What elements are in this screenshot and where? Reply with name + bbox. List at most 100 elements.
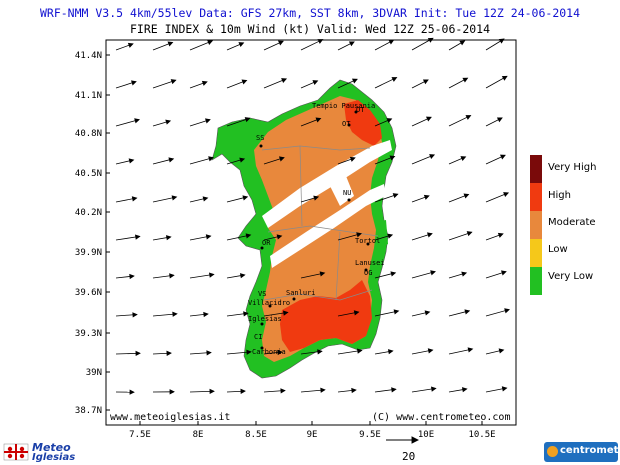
- legend-swatch: [530, 211, 542, 239]
- city-label: VS: [258, 290, 266, 298]
- wind-arrow: [374, 193, 399, 203]
- city-label: OG: [364, 269, 372, 277]
- city-label: Tortol: [355, 237, 380, 245]
- footer-left-url: www.meteoiglesias.it: [110, 412, 231, 423]
- latitude-label: 40.5N: [75, 169, 102, 179]
- wind-arrow: [189, 272, 215, 279]
- latitude-label: 40.2N: [75, 208, 102, 218]
- wind-arrow: [263, 156, 285, 165]
- city-label: CI: [254, 333, 262, 341]
- wind-arrow: [485, 117, 503, 127]
- wind-arrow: [411, 37, 434, 51]
- wind-arrow: [226, 42, 245, 51]
- wind-arrow: [115, 312, 138, 318]
- latitude-label: 39N: [86, 368, 102, 378]
- city-label: Sanluri: [286, 289, 316, 297]
- latitude-label: 39.3N: [75, 329, 102, 339]
- longitude-label: 7.5E: [129, 430, 151, 440]
- wind-arrow: [337, 156, 356, 165]
- wind-arrow: [189, 311, 209, 318]
- wind-arrow: [226, 273, 246, 279]
- wind-arrow: [189, 350, 212, 356]
- wind-arrow: [226, 195, 249, 203]
- longitude-label: 9E: [307, 430, 318, 440]
- province-boundaries: [261, 145, 379, 301]
- city-label: Villacidro: [248, 299, 290, 307]
- wind-arrow: [263, 234, 283, 241]
- wind-arrow: [411, 116, 432, 127]
- latitude-labels: 41.4N 41.1N 40.8N 40.5N 40.2N 39.9N 39.6N 39.3N…: [75, 51, 110, 416]
- legend-label: Low: [548, 244, 568, 255]
- longitude-label: 10E: [418, 430, 434, 440]
- wind-arrow: [300, 80, 319, 89]
- wind-arrow: [226, 157, 246, 165]
- wind-arrow: [485, 308, 510, 317]
- wind-arrow: [337, 78, 358, 89]
- wind-arrow: [189, 196, 209, 203]
- wind-arrows: [115, 37, 510, 395]
- wind-arrow: [448, 231, 473, 241]
- wind-arrow: [263, 388, 286, 394]
- wind-arrow: [152, 350, 172, 356]
- wind-arrow: [448, 115, 472, 127]
- wind-arrow: [448, 193, 470, 203]
- wind-arrow: [189, 118, 211, 127]
- wind-arrow: [337, 232, 362, 241]
- wind-arrow: [152, 195, 178, 203]
- city-label: Carbonia: [252, 348, 286, 356]
- wind-arrow: [411, 232, 433, 241]
- wind-arrow: [448, 40, 466, 51]
- wind-reference-arrow: [386, 436, 420, 444]
- wind-arrow: [411, 154, 436, 165]
- wind-arrow: [152, 235, 172, 241]
- wind-arrow: [374, 387, 397, 393]
- wind-arrow: [485, 75, 508, 89]
- legend-label: Very High: [548, 162, 597, 173]
- legend-swatch: [530, 267, 542, 295]
- city-label: NU: [343, 189, 351, 197]
- band-white-3: [330, 176, 354, 206]
- logo-left-line1: Meteo: [32, 441, 71, 454]
- wind-arrow: [485, 38, 505, 51]
- wind-arrow: [263, 78, 288, 89]
- legend-label: Very Low: [548, 271, 594, 282]
- wind-arrow: [411, 386, 437, 393]
- wind-arrow: [337, 348, 363, 355]
- city-markers: [259, 110, 370, 350]
- longitude-label: 9.5E: [359, 430, 381, 440]
- latitude-label: 38.7N: [75, 406, 102, 416]
- wind-arrow: [411, 310, 431, 317]
- city-label: SS: [256, 134, 264, 142]
- latitude-label: 39.9N: [75, 248, 102, 258]
- latitude-label: 40.8N: [75, 129, 102, 139]
- wind-arrow: [485, 270, 507, 279]
- wind-arrow: [263, 349, 283, 356]
- wind-arrow: [485, 348, 505, 355]
- longitude-label: 8.5E: [245, 430, 267, 440]
- wind-arrow: [300, 349, 323, 355]
- wind-arrow: [374, 309, 400, 317]
- latitude-label: 41.1N: [75, 91, 102, 101]
- latitude-label: 39.6N: [75, 288, 102, 298]
- city-label: Iglesias: [248, 315, 282, 323]
- legend-swatch: [530, 183, 542, 211]
- wind-arrow: [115, 118, 140, 127]
- region-high-north: [344, 100, 382, 146]
- legend-label: Moderate: [548, 217, 596, 228]
- wind-arrow: [300, 387, 326, 393]
- wind-arrow: [448, 271, 468, 279]
- centrometeo-logo[interactable]: centrometeo: [544, 442, 620, 462]
- wind-arrow: [189, 40, 214, 51]
- city-label: Lanusei: [355, 259, 385, 267]
- wind-arrow: [411, 348, 434, 355]
- wind-arrow: [448, 387, 468, 393]
- wind-arrow: [189, 234, 212, 241]
- wind-arrow: [189, 388, 215, 395]
- wind-arrow: [374, 271, 397, 279]
- wind-arrow: [263, 40, 284, 51]
- wind-arrow: [337, 387, 357, 394]
- city-label: Tempio Pausania: [312, 102, 375, 110]
- meteo-iglesias-logo[interactable]: Meteo Iglesias: [2, 441, 78, 463]
- region-verylow-east: [376, 220, 388, 250]
- legend-swatch: [530, 239, 542, 267]
